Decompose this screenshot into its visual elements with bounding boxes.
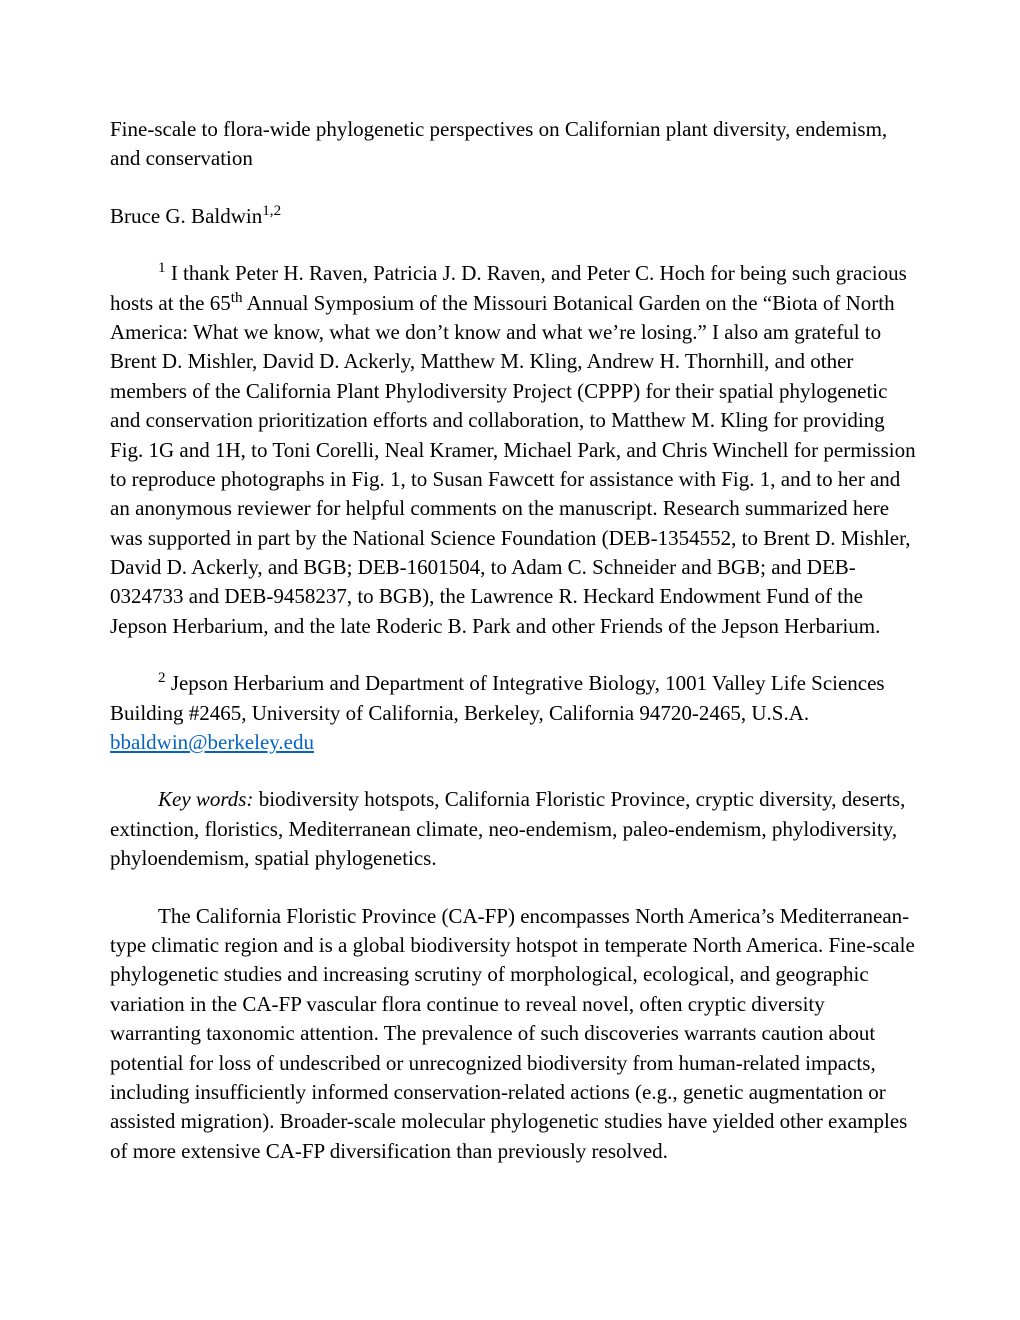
author-name: Bruce G. Baldwin [110,204,262,228]
footnote-2-marker: 2 [158,670,166,686]
keywords-paragraph: Key words: biodiversity hotspots, Califo… [110,785,920,873]
author-superscript: 1,2 [262,203,281,219]
email-link[interactable]: bbaldwin@berkeley.edu [110,730,314,754]
affiliation-text: Jepson Herbarium and Department of Integ… [110,671,885,724]
footnote-1-marker: 1 [158,260,166,276]
keywords-label: Key words: [158,787,253,811]
ack-text-post: Annual Symposium of the Missouri Botanic… [110,291,916,638]
paper-title: Fine-scale to flora-wide phylogenetic pe… [110,115,920,174]
acknowledgments-paragraph: 1 I thank Peter H. Raven, Patricia J. D.… [110,259,920,641]
ordinal-th: th [231,290,243,306]
abstract-paragraph: The California Floristic Province (CA-FP… [110,902,920,1167]
author-line: Bruce G. Baldwin1,2 [110,202,920,231]
affiliation-paragraph: 2 Jepson Herbarium and Department of Int… [110,669,920,757]
